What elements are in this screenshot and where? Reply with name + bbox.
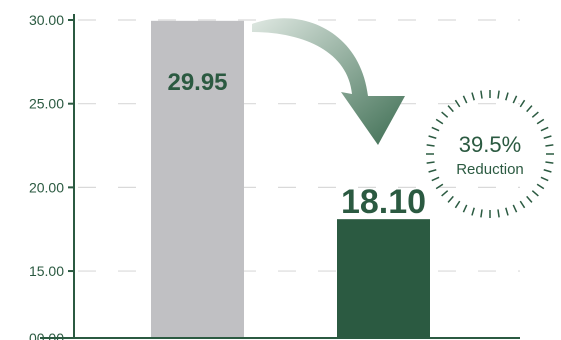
badge-ring-tick bbox=[480, 209, 483, 218]
badge-ring-tick bbox=[519, 99, 526, 108]
reduction-arrow bbox=[252, 18, 405, 145]
bar-1 bbox=[151, 20, 244, 338]
badge-ring-tick bbox=[447, 105, 454, 113]
badge-ring-tick bbox=[519, 200, 526, 209]
badge-ring-tick bbox=[462, 95, 468, 104]
y-tick-label: 25.00 bbox=[29, 96, 64, 112]
bar-2 bbox=[337, 219, 430, 338]
gridlines bbox=[78, 19, 520, 272]
badge-ring-tick bbox=[543, 135, 552, 139]
badge-ring-tick bbox=[526, 105, 533, 113]
badge-ring-tick bbox=[512, 204, 518, 213]
badge-ring-tick bbox=[480, 90, 483, 99]
badge-ring-tick bbox=[531, 190, 539, 197]
y-tick-label: 20.00 bbox=[29, 179, 64, 195]
badge-ring-tick bbox=[431, 176, 440, 182]
badge-ring-tick bbox=[543, 169, 552, 173]
badge-ring-tick bbox=[454, 200, 461, 209]
y-tick-label: 00.00 bbox=[29, 330, 64, 340]
badge-ring-tick bbox=[471, 92, 475, 101]
badge-dashed-ring bbox=[426, 90, 554, 218]
badge-ring-tick bbox=[426, 144, 435, 147]
badge-ring-tick bbox=[505, 92, 509, 101]
badge-ring-tick bbox=[447, 195, 454, 203]
badge-ring-tick bbox=[540, 176, 549, 182]
badge-ring-tick bbox=[536, 183, 545, 190]
badge-ring-tick bbox=[536, 118, 545, 125]
badge-ring-tick bbox=[454, 99, 461, 108]
badge-ring-tick bbox=[426, 161, 435, 164]
bar-value-label-2: 18.10 bbox=[341, 183, 426, 221]
y-tick-label: 30.00 bbox=[29, 12, 64, 28]
badge-ring-tick bbox=[431, 126, 440, 132]
reduction-percent: 39.5% bbox=[459, 132, 521, 157]
badge-ring-tick bbox=[526, 195, 533, 203]
reduction-badge: 39.5% Reduction bbox=[426, 90, 554, 218]
y-tick-label: 15.00 bbox=[29, 263, 64, 279]
badge-ring-tick bbox=[512, 95, 518, 104]
badge-ring-tick bbox=[497, 90, 500, 99]
badge-ring-tick bbox=[435, 183, 444, 190]
badge-ring-tick bbox=[435, 118, 444, 125]
badge-ring-tick bbox=[441, 111, 449, 118]
badge-ring-tick bbox=[471, 207, 475, 216]
axes bbox=[40, 14, 520, 339]
bar-value-label-1: 29.95 bbox=[167, 69, 227, 96]
reduction-label: Reduction bbox=[456, 161, 524, 178]
badge-ring-tick bbox=[545, 144, 554, 147]
badge-ring-tick bbox=[428, 135, 437, 139]
badge-ring-tick bbox=[428, 169, 437, 173]
badge-ring-tick bbox=[462, 204, 468, 213]
badge-ring-tick bbox=[531, 111, 539, 118]
y-ticks: 00.00 15.00 20.00 25.00 30.00 bbox=[29, 12, 74, 340]
badge-ring-tick bbox=[497, 209, 500, 218]
badge-ring-tick bbox=[545, 161, 554, 164]
badge-ring-tick bbox=[540, 126, 549, 132]
badge-ring-tick bbox=[505, 207, 509, 216]
badge-ring-tick bbox=[441, 190, 449, 197]
bars bbox=[151, 20, 430, 338]
